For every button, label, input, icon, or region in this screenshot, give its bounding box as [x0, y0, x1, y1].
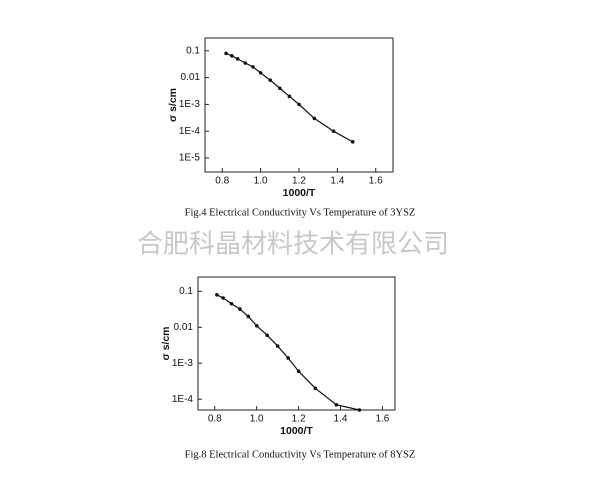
caption: Fig.4 Electrical Conductivity Vs Tempera…	[185, 207, 416, 218]
data-line	[216, 294, 360, 411]
data-point	[286, 356, 290, 360]
data-point	[224, 51, 228, 56]
y-tick-label: 0.01	[174, 322, 194, 333]
x-tick-label: 1.2	[292, 176, 306, 187]
y-tick-label: 1E-5	[179, 153, 201, 164]
data-point	[350, 140, 355, 144]
data-point	[238, 307, 242, 311]
data-point	[251, 65, 255, 69]
data-point	[287, 94, 292, 99]
data-point	[268, 78, 273, 82]
data-point	[278, 86, 282, 91]
data-point	[229, 301, 234, 306]
y-tick-label: 0.1	[179, 286, 193, 297]
y-tick-label: 0.01	[181, 72, 201, 83]
plot-frame	[197, 276, 396, 411]
y-tick-label: 1E-3	[179, 99, 201, 110]
y-tick-label: 1E-4	[172, 394, 194, 405]
x-axis-label: 1000/T	[283, 187, 316, 199]
x-tick-label: 1.0	[250, 414, 264, 425]
data-point	[297, 102, 301, 107]
x-tick-label: 0.8	[208, 414, 222, 425]
x-tick-label: 1.4	[334, 414, 348, 425]
x-tick-label: 1.4	[330, 176, 344, 187]
data-point	[265, 333, 269, 338]
data-point	[235, 57, 240, 61]
data-point	[296, 369, 301, 373]
x-tick-label: 1.0	[254, 176, 268, 187]
data-point	[258, 71, 263, 75]
y-axis-label: σ s/cm	[160, 326, 172, 360]
y-tick-label: 1E-3	[172, 358, 194, 369]
data-point	[331, 129, 336, 133]
data-point	[357, 408, 362, 412]
data-point	[215, 292, 219, 297]
data-point	[334, 402, 339, 407]
data-point	[254, 323, 259, 328]
x-axis-label: 1000/T	[280, 425, 313, 437]
data-point	[246, 314, 251, 319]
watermark: 合肥科晶材料技术有限公司	[137, 230, 449, 260]
data-point	[275, 344, 280, 348]
data-point	[230, 54, 234, 58]
x-tick-label: 1.6	[375, 414, 389, 425]
y-tick-label: 1E-4	[179, 126, 201, 137]
y-axis-label: σ s/cm	[167, 88, 179, 122]
data-point	[313, 386, 318, 391]
x-tick-label: 1.2	[292, 414, 306, 425]
x-tick-label: 1.6	[369, 176, 383, 187]
data-point	[221, 296, 225, 300]
x-tick-label: 0.8	[215, 176, 229, 187]
y-tick-label: 0.1	[186, 45, 200, 56]
caption: Fig.8 Electrical Conductivity Vs Tempera…	[185, 449, 416, 460]
data-point	[243, 61, 248, 65]
data-point	[312, 116, 317, 121]
